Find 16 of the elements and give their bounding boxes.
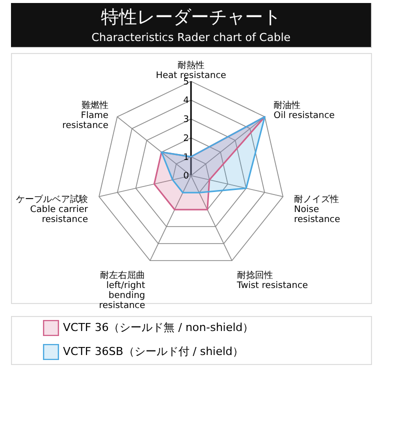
chart-subtitle: Characteristics Rader chart of Cable xyxy=(91,31,291,44)
y-tick-label: 0 xyxy=(183,172,190,182)
spoke-label: 難燃性 Flame resistance xyxy=(62,100,109,131)
y-tick-label: 2 xyxy=(183,134,189,144)
y-tick-label: 1 xyxy=(183,152,189,163)
spoke-label: 耐ノイズ性 Noise resistance xyxy=(294,194,341,226)
legend-label: VCTF 36SB（シールド付 / shield） xyxy=(63,345,244,358)
y-tick-label: 5 xyxy=(183,77,189,88)
y-tick-label: 4 xyxy=(183,96,190,106)
chart-title: 特性レーダーチャート xyxy=(101,7,281,28)
spoke-label: 耐捻回性 Twist resistance xyxy=(236,270,308,291)
legend-label: VCTF 36（シールド無 / non-shield） xyxy=(63,321,254,334)
y-tick-label: 3 xyxy=(183,115,189,126)
spoke-label: 耐左右屈曲 left/right bending resistance xyxy=(99,270,146,311)
spoke-label: 耐油性 Oil resistance xyxy=(274,100,336,121)
spoke-label: ケーブルベア試験 Cable carrier resistance xyxy=(16,194,88,226)
